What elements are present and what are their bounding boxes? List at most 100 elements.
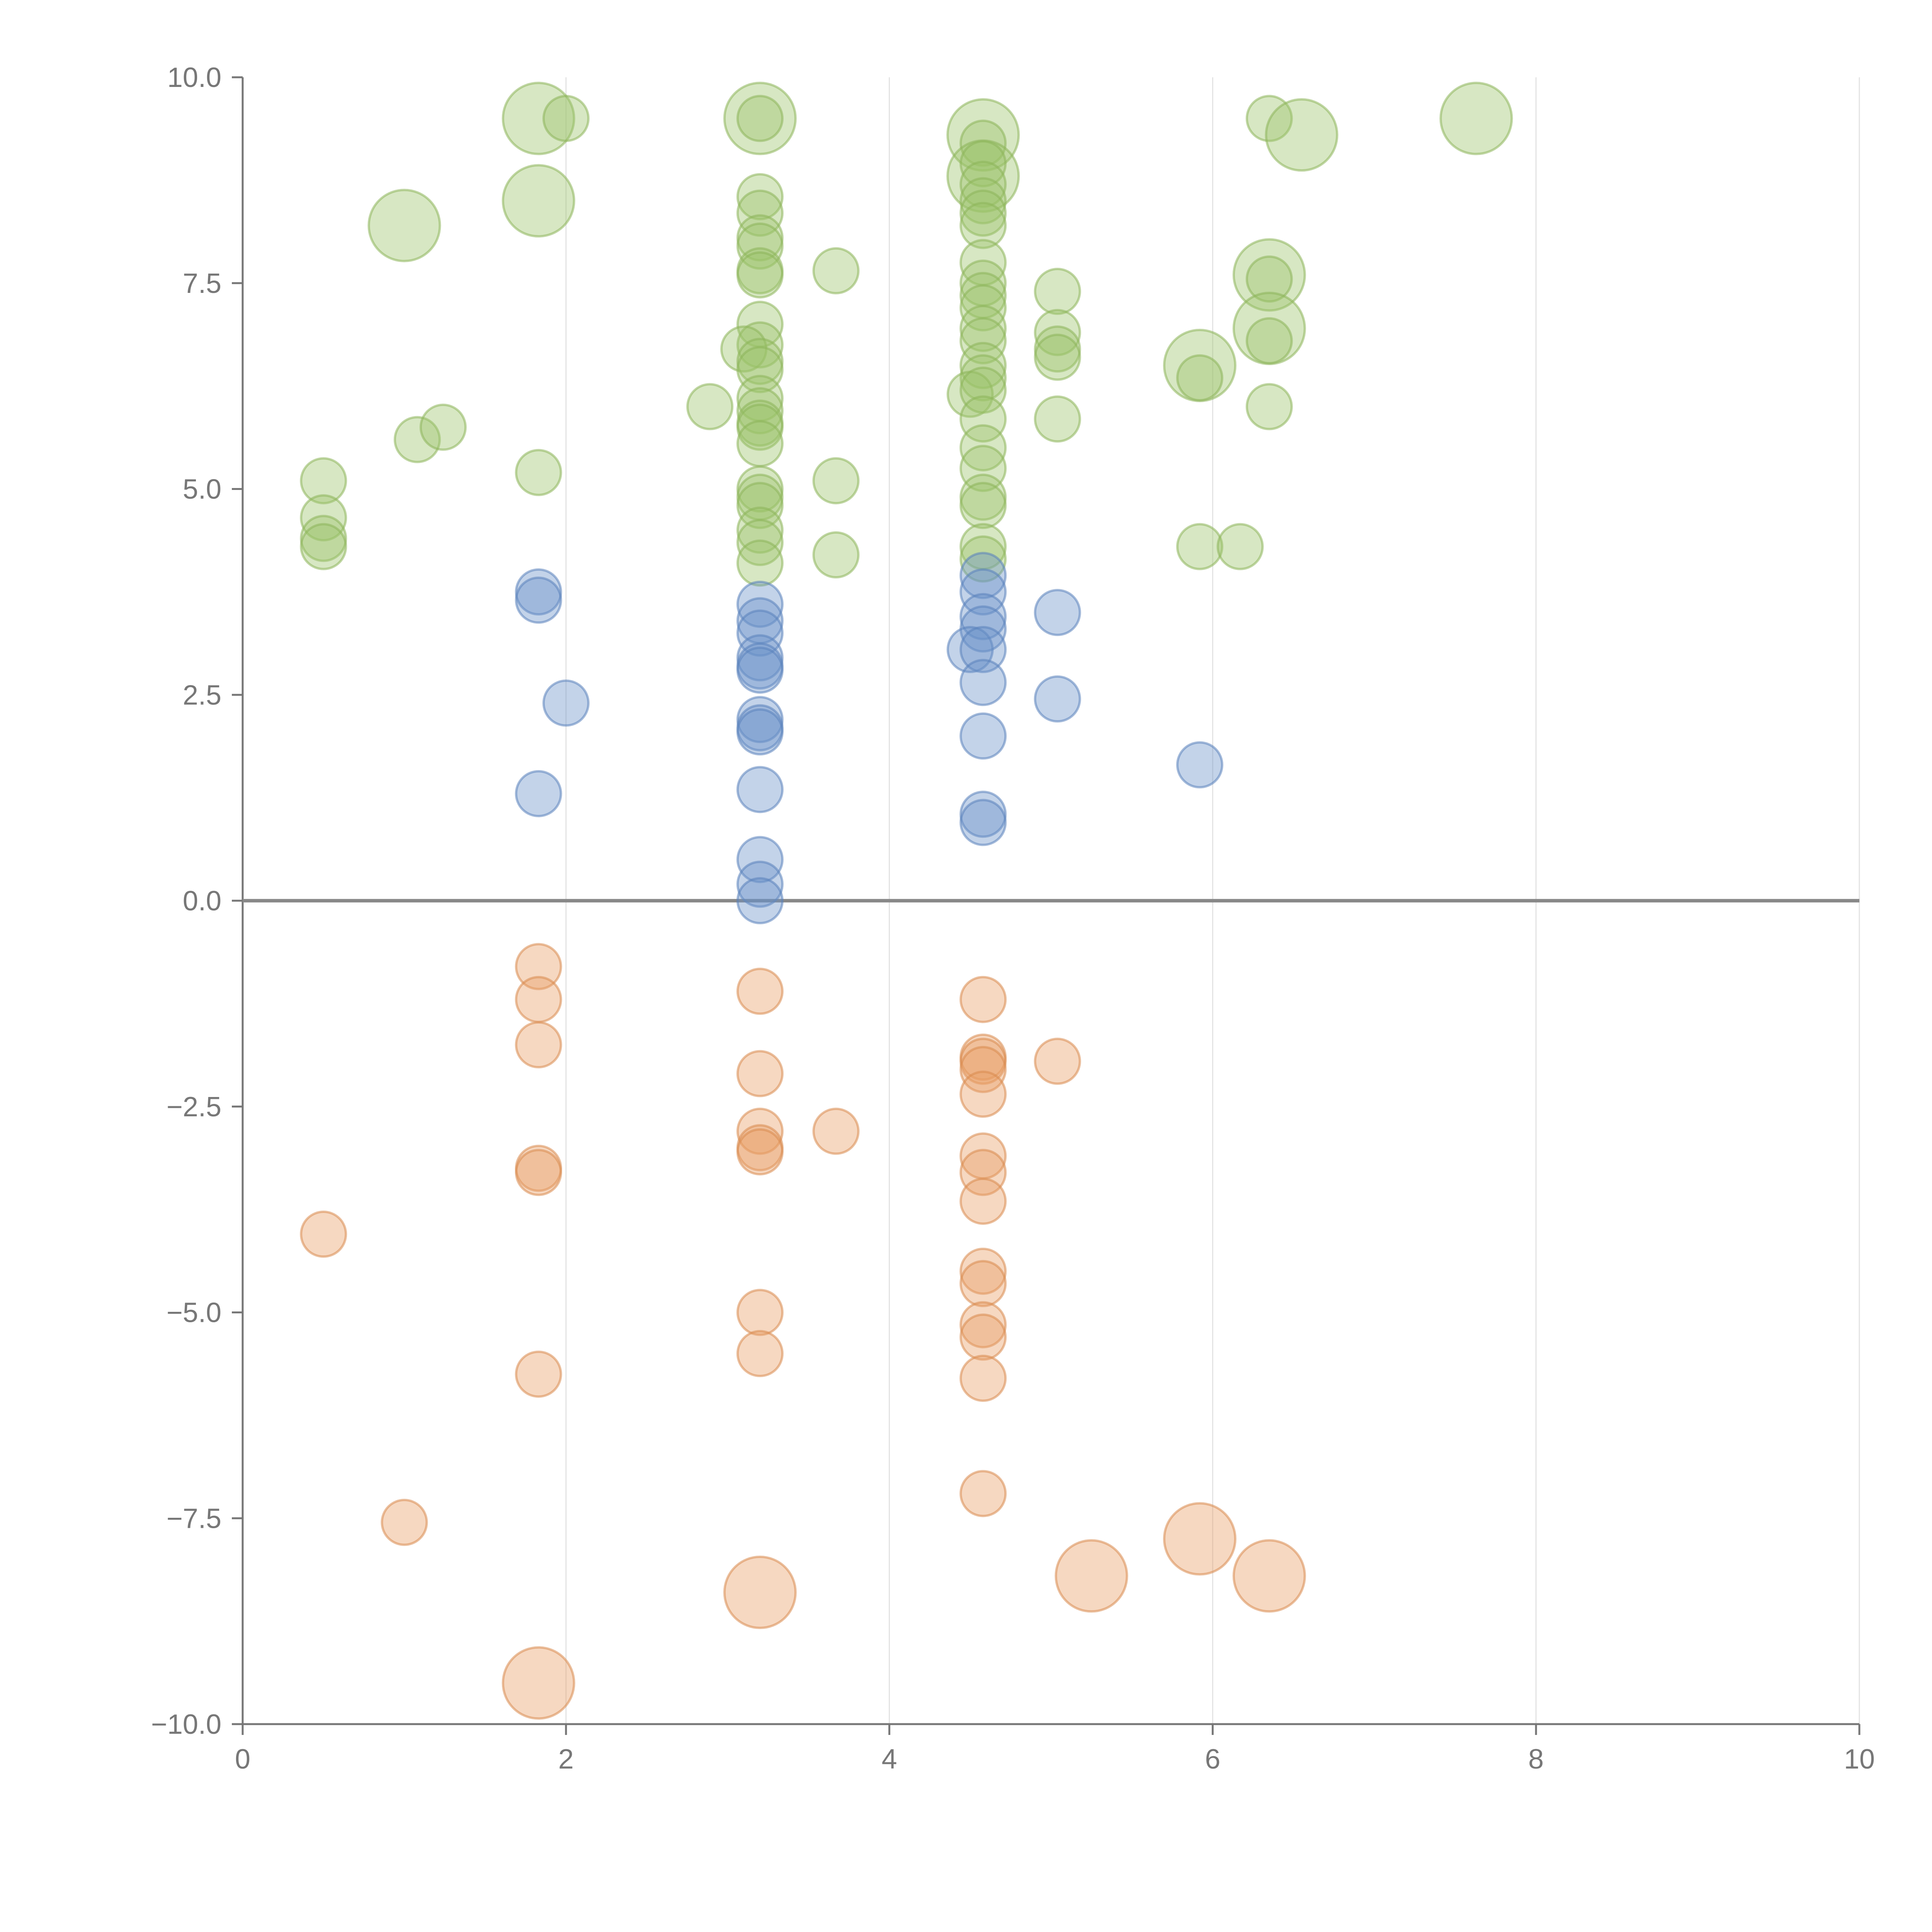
- green-bubble: [736, 420, 784, 468]
- orange-bubble: [959, 976, 1007, 1023]
- blue-bubble: [515, 577, 562, 624]
- green-bubble: [959, 354, 1007, 401]
- blue-bubble: [736, 580, 784, 628]
- orange-bubble: [1034, 1037, 1081, 1085]
- green-bubble: [736, 95, 784, 142]
- green-bubble: [736, 251, 784, 299]
- green-bubble: [959, 482, 1007, 529]
- y-tick-label: −2.5: [167, 1092, 221, 1122]
- blue-bubble: [736, 609, 784, 657]
- green-bubble: [959, 161, 1007, 208]
- green-bubble: [1034, 268, 1081, 315]
- green-bubble: [959, 317, 1007, 364]
- blue-bubble: [1034, 675, 1081, 723]
- orange-bubble: [1163, 1502, 1236, 1576]
- green-bubble: [959, 342, 1007, 389]
- green-bubble: [959, 304, 1007, 352]
- orange-bubble: [515, 1149, 562, 1196]
- orange-bubble: [959, 1260, 1007, 1307]
- green-bubble: [736, 507, 784, 554]
- green-bubble: [502, 164, 575, 238]
- orange-bubble: [736, 1050, 784, 1097]
- orange-bubble: [959, 1247, 1007, 1295]
- green-bubble: [736, 321, 784, 369]
- green-bubble: [959, 177, 1007, 224]
- green-bubble: [1265, 98, 1338, 172]
- green-bubble: [723, 82, 797, 155]
- green-bubble: [959, 395, 1007, 443]
- green-bubble: [300, 457, 347, 505]
- y-tick-label: 2.5: [183, 680, 221, 711]
- blue-bubble: [959, 568, 1007, 616]
- orange-bubble: [812, 1107, 860, 1155]
- blue-bubble: [736, 766, 784, 813]
- y-tick-label: 7.5: [183, 268, 221, 299]
- blue-bubble: [959, 626, 1007, 673]
- green-bubble: [736, 173, 784, 220]
- orange-bubble: [723, 1556, 797, 1629]
- y-tick-label: 5.0: [183, 474, 221, 505]
- orange-bubble: [959, 1177, 1007, 1225]
- green-bubble: [812, 247, 860, 294]
- green-bubble: [959, 202, 1007, 249]
- blue-bubble: [959, 799, 1007, 846]
- orange-bubble: [515, 1021, 562, 1068]
- green-bubble: [812, 531, 860, 578]
- orange-bubble: [959, 1046, 1007, 1093]
- blue-bubble: [736, 836, 784, 883]
- orange-bubble: [959, 1301, 1007, 1349]
- green-bubble: [736, 519, 784, 566]
- green-bubble: [419, 403, 467, 451]
- green-bubble: [1245, 383, 1293, 430]
- green-bubble: [367, 189, 441, 262]
- bubbles: [300, 82, 1513, 1720]
- orange-bubble: [736, 1107, 784, 1155]
- x-tick-label: 6: [1205, 1744, 1220, 1775]
- orange-bubble: [515, 943, 562, 990]
- x-tick-label: 2: [558, 1744, 574, 1775]
- green-bubble: [1245, 317, 1293, 364]
- orange-bubble: [1054, 1539, 1128, 1613]
- axes: [232, 76, 1861, 1735]
- y-tick-label: 0.0: [183, 886, 221, 917]
- green-bubble: [515, 449, 562, 496]
- green-bubble: [959, 284, 1007, 332]
- green-bubble: [1034, 309, 1081, 356]
- green-bubble: [300, 523, 347, 570]
- blue-bubble: [736, 861, 784, 908]
- tick-labels: 10.0 7.5 5.0 2.5 0.0 −2.5 −5.0 −7.5 −10.0 0 2 4 6 8 10: [151, 62, 1875, 1775]
- green-bubble: [959, 424, 1007, 471]
- green-bubble: [959, 140, 1007, 187]
- blue-bubble: [542, 679, 590, 727]
- green-bubble: [959, 119, 1007, 167]
- green-bubble: [812, 457, 860, 505]
- green-bubble: [686, 383, 734, 430]
- green-bubble: [1176, 354, 1223, 401]
- green-bubble: [1176, 523, 1223, 570]
- green-bubble: [1245, 255, 1293, 303]
- orange-bubble: [1232, 1539, 1306, 1613]
- orange-bubble: [959, 1070, 1007, 1118]
- green-bubble: [959, 445, 1007, 492]
- green-bubble: [736, 189, 784, 237]
- blue-bubble: [736, 646, 784, 694]
- green-bubble: [736, 482, 784, 529]
- orange-bubble: [502, 1646, 575, 1720]
- blue-bubble: [959, 552, 1007, 599]
- blue-bubble: [959, 659, 1007, 706]
- series-blue: [515, 552, 1223, 924]
- orange-bubble: [381, 1498, 428, 1546]
- blue-bubble: [515, 770, 562, 817]
- orange-bubble: [736, 1128, 784, 1175]
- green-bubble: [736, 387, 784, 435]
- orange-bubble: [515, 976, 562, 1023]
- green-bubble: [736, 346, 784, 393]
- orange-bubble: [959, 1313, 1007, 1361]
- green-bubble: [502, 82, 575, 155]
- green-bubble: [1034, 395, 1081, 443]
- orange-bubble: [736, 1289, 784, 1336]
- blue-bubble: [959, 712, 1007, 760]
- orange-bubble: [959, 1354, 1007, 1402]
- x-tick-label: 0: [235, 1744, 250, 1775]
